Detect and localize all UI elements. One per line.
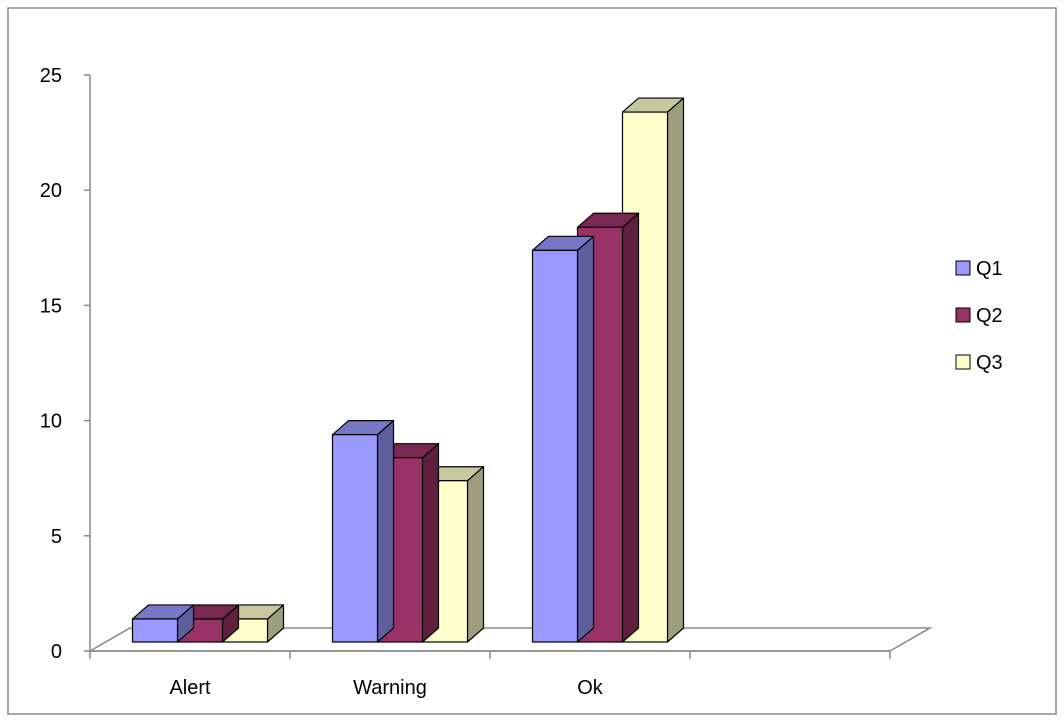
legend-swatch [955, 354, 971, 370]
bar [331, 420, 395, 643]
bar-side [376, 420, 395, 643]
axes: 0 5 10 15 20 25 Alert Warning Ok [40, 65, 891, 699]
bar-front [131, 618, 179, 643]
legend-swatch [955, 307, 971, 323]
y-tick-label: 5 [51, 526, 62, 548]
legend-swatch [955, 260, 971, 276]
bar [531, 235, 595, 643]
y-tick-label: 15 [40, 295, 62, 317]
legend: Q1 Q2 Q3 [955, 258, 1003, 374]
x-tick-label: Alert [169, 677, 211, 699]
y-tick-label: 0 [51, 641, 62, 663]
bar-front [331, 434, 379, 643]
bar-side [621, 212, 640, 643]
x-tick-label: Warning [353, 677, 427, 699]
bar-side [466, 466, 485, 643]
bar-side [421, 443, 440, 643]
bars [131, 97, 685, 643]
bar-front [531, 249, 579, 643]
legend-entry: Q3 [955, 352, 1003, 374]
bar-side [576, 235, 595, 643]
y-tick-label: 20 [40, 180, 62, 202]
x-tick-label: Ok [577, 677, 604, 699]
legend-label: Q1 [976, 258, 1003, 280]
y-tick-label: 25 [40, 65, 62, 87]
legend-label: Q3 [976, 352, 1003, 374]
bar-side [666, 97, 685, 643]
legend-entry: Q1 [955, 258, 1003, 280]
legend-label: Q2 [976, 305, 1003, 327]
bar [131, 604, 195, 643]
y-tick-label: 10 [40, 411, 62, 433]
legend-entry: Q2 [955, 305, 1003, 327]
